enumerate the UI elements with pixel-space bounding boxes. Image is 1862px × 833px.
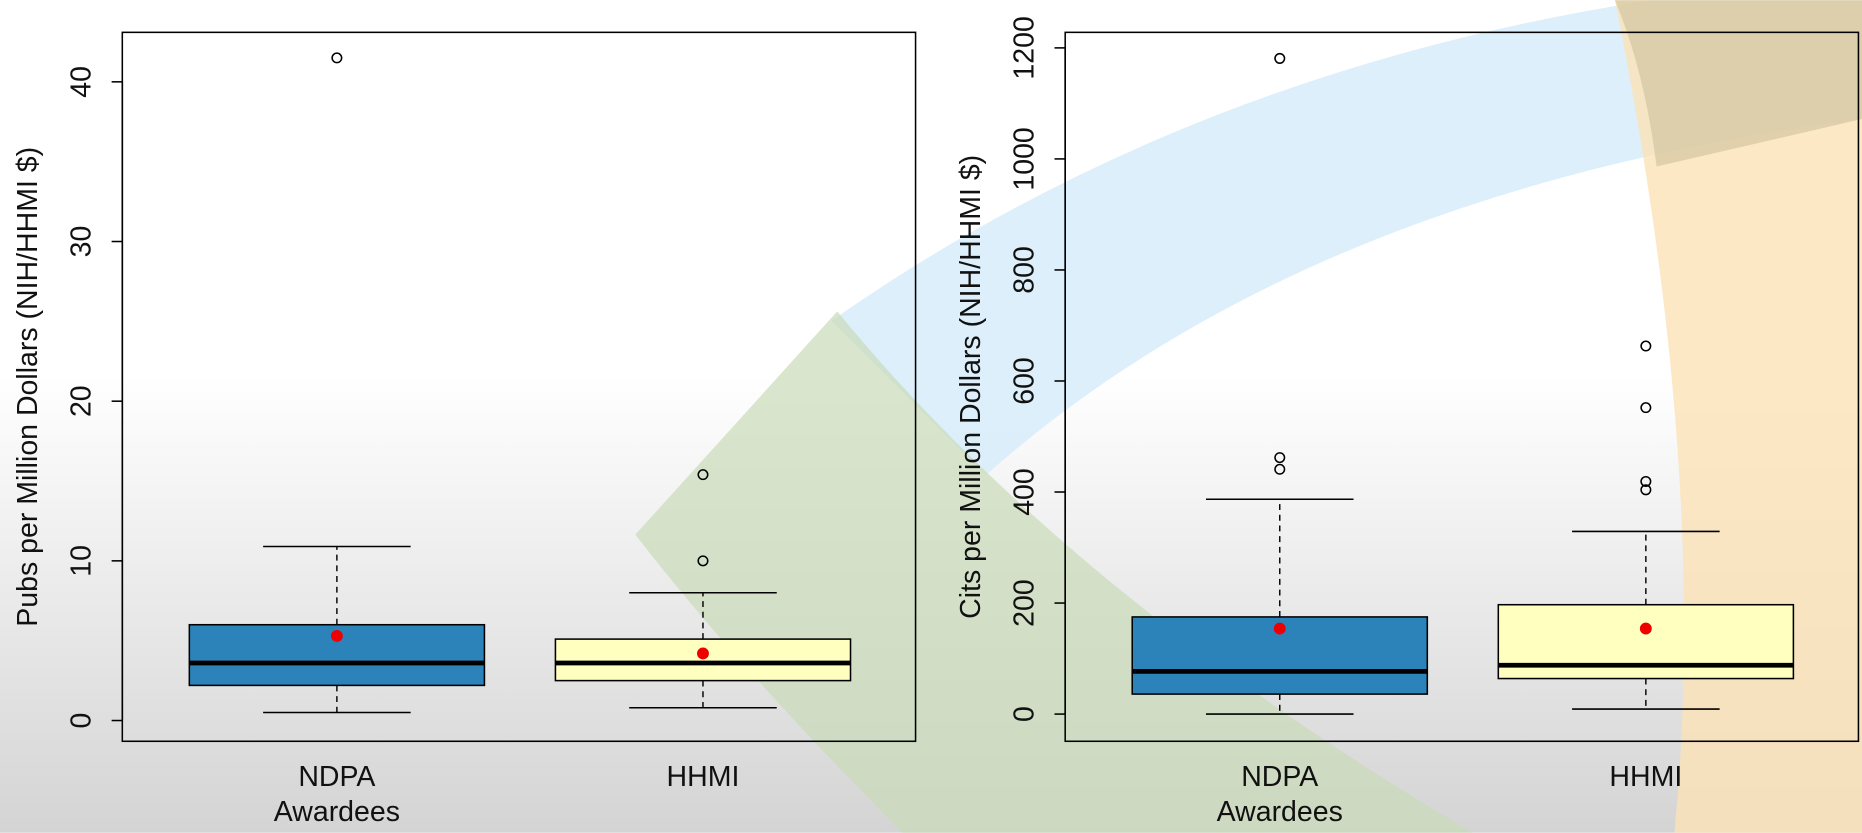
y-tick-label: 800 — [1009, 246, 1041, 294]
box — [554, 638, 852, 682]
outlier — [1640, 475, 1652, 487]
outlier — [1274, 463, 1286, 475]
y-axis-label: Pubs per Million Dollars (NIH/HHMI $) — [12, 147, 44, 627]
x-tick-label: HHMI — [1609, 761, 1683, 793]
y-tick-label: 200 — [1009, 579, 1041, 627]
x-tick-label: NDPA Awardees — [1216, 761, 1343, 828]
outlier — [1640, 402, 1652, 414]
outlier — [1274, 452, 1286, 464]
outlier — [697, 469, 709, 481]
outlier — [1640, 340, 1652, 352]
y-tick-label: 30 — [66, 226, 98, 258]
decor-arc-blue — [831, 0, 1862, 476]
y-tick-label: 10 — [66, 545, 98, 577]
mean-point — [697, 647, 709, 660]
mean-point — [1639, 622, 1652, 635]
decor-arc-orange — [1615, 0, 1862, 833]
outlier — [697, 555, 709, 567]
mean-point — [1273, 622, 1286, 635]
y-tick-label: 1000 — [1009, 127, 1041, 190]
x-tick-label: HHMI — [666, 761, 740, 793]
y-tick-label: 1200 — [1009, 16, 1041, 79]
y-tick-label: 600 — [1009, 357, 1041, 405]
y-tick-label: 400 — [1009, 468, 1041, 516]
mean-point — [330, 629, 343, 642]
y-axis-label: Cits per Million Dollars (NIH/HHMI $) — [955, 155, 987, 619]
y-tick-label: 0 — [1009, 706, 1041, 722]
y-tick-label: 20 — [66, 385, 98, 417]
outlier — [1274, 52, 1286, 64]
outlier — [1640, 484, 1652, 496]
y-tick-label: 0 — [66, 713, 98, 729]
decor-arc-olive — [1615, 0, 1862, 167]
x-tick-label: NDPA Awardees — [273, 761, 400, 828]
y-tick-label: 40 — [66, 66, 98, 98]
decor-arc-green — [635, 311, 1473, 833]
outlier — [331, 52, 343, 64]
